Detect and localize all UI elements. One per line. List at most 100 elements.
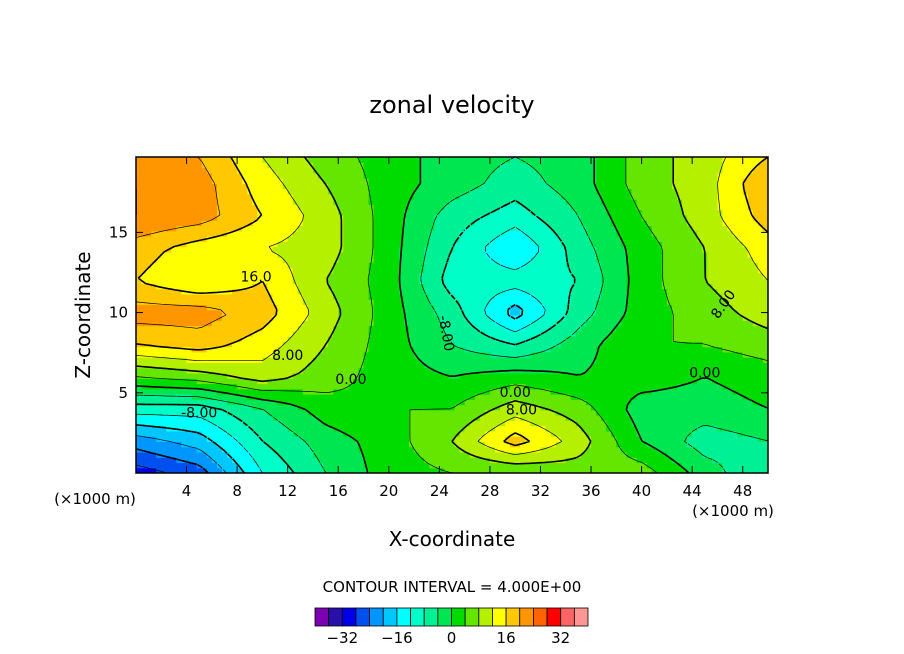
contour-cell: [393, 262, 400, 269]
contour-cell: [692, 399, 698, 406]
contour-cell: [393, 267, 400, 274]
contour-cell: [429, 436, 435, 442]
contour-cell: [565, 367, 572, 374]
contour-cell: [287, 415, 294, 421]
contour-cell: [757, 272, 764, 279]
contour-cell: [717, 415, 724, 421]
contour-cell: [232, 399, 238, 406]
contour-cell: [621, 383, 628, 390]
contour-cell: [312, 288, 319, 295]
contour-cell: [656, 351, 663, 358]
contour-cell: [626, 388, 633, 395]
contour-cell: [545, 293, 552, 300]
contour-cell: [525, 457, 531, 464]
contour-cell: [292, 383, 299, 390]
contour-cell: [596, 351, 602, 358]
contour-cell: [575, 351, 582, 358]
contour-cell: [211, 336, 218, 342]
contour-cell: [186, 420, 193, 427]
contour-cell: [702, 451, 708, 458]
contour-cell: [646, 430, 653, 437]
contour-cell: [171, 441, 178, 448]
contour-cell: [156, 304, 162, 311]
contour-cell: [717, 409, 724, 416]
contour-cell: [484, 415, 491, 421]
contour-cell: [419, 425, 425, 432]
contour-cell: [505, 315, 511, 321]
contour-cell: [459, 351, 466, 358]
contour-cell: [565, 425, 572, 432]
contour-cell: [439, 388, 446, 395]
contour-cell: [737, 262, 744, 269]
contour-cell: [479, 309, 486, 316]
contour-cell: [757, 399, 764, 406]
contour-cell: [454, 415, 461, 421]
contour-cell: [429, 288, 435, 295]
contour-cell: [636, 446, 643, 453]
contour-cell: [535, 325, 542, 332]
contour-cell: [333, 467, 339, 473]
contour-cell: [606, 441, 612, 448]
contour-cell: [287, 293, 294, 300]
contour-cell: [671, 330, 678, 337]
contour-cell: [631, 351, 638, 358]
contour-cell: [494, 409, 501, 416]
contour-cell: [505, 262, 511, 269]
contour-cell: [454, 425, 461, 432]
contour-cell: [484, 383, 491, 390]
contour-cell: [373, 430, 380, 437]
contour-cell: [196, 341, 203, 348]
contour-cell: [247, 325, 253, 332]
contour-cell: [292, 420, 299, 427]
contour-cell: [712, 330, 719, 337]
contour-cell: [181, 267, 188, 274]
contour-cell: [676, 293, 683, 300]
contour-cell: [555, 262, 562, 269]
contour-cell: [697, 362, 703, 369]
contour-cell: [312, 441, 319, 448]
contour-cell: [151, 272, 157, 279]
contour-cell: [272, 357, 279, 363]
contour-cell: [287, 394, 294, 400]
contour-cell: [687, 315, 693, 321]
contour-cell: [636, 457, 643, 464]
contour-cell: [621, 288, 628, 295]
contour-cell: [151, 267, 157, 274]
contour-cell: [388, 367, 395, 374]
contour-cell: [671, 451, 678, 458]
contour-cell: [242, 409, 248, 416]
contour-cell: [166, 315, 172, 321]
contour-cell: [727, 299, 734, 306]
contour-cell: [398, 394, 405, 400]
contour-cell: [520, 467, 526, 473]
contour-cell: [585, 278, 592, 284]
contour-cell: [252, 283, 258, 290]
contour-cell: [762, 278, 768, 284]
contour-cell: [388, 293, 395, 300]
contour-cell: [661, 304, 668, 311]
contour-cell: [393, 320, 400, 327]
contour-cell: [191, 336, 198, 342]
contour-cell: [520, 267, 526, 274]
contour-cell: [616, 415, 622, 421]
contour-cell: [479, 404, 486, 411]
contour-cell: [318, 372, 324, 379]
contour-cell: [712, 315, 719, 321]
contour-cell: [307, 404, 314, 411]
contour-cell: [287, 315, 294, 321]
contour-cell: [318, 309, 324, 316]
contour-cell: [596, 430, 602, 437]
contour-cell: [328, 383, 334, 390]
contour-cell: [682, 304, 688, 311]
contour-cell: [621, 457, 628, 464]
contour-cell: [227, 441, 233, 448]
contour-cell: [181, 330, 188, 337]
contour-cell: [333, 446, 339, 453]
contour-cell: [247, 299, 253, 306]
contour-cell: [621, 336, 628, 342]
contour-cell: [429, 267, 435, 274]
contour-cell: [196, 267, 203, 274]
contour-cell: [732, 288, 739, 295]
contour-cell: [697, 399, 703, 406]
contour-cell: [489, 346, 496, 353]
